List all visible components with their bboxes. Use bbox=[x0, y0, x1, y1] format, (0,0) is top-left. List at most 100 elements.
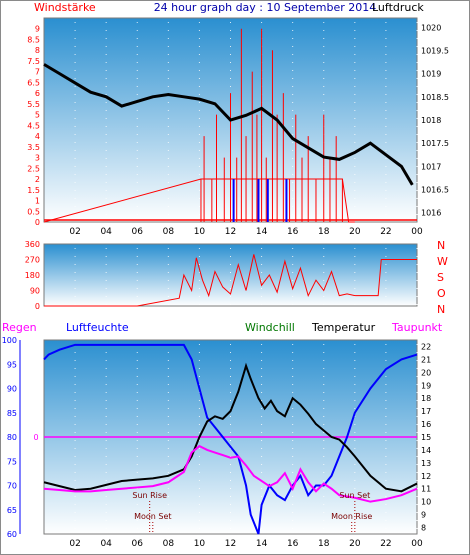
grid-dot bbox=[292, 166, 294, 167]
x-tick-label: 00 bbox=[411, 539, 423, 549]
grid-dot bbox=[416, 432, 418, 433]
grid-dot bbox=[354, 174, 356, 175]
x-tick-label: 06 bbox=[132, 227, 144, 237]
grid-dot bbox=[385, 94, 387, 95]
grid-dot bbox=[292, 360, 294, 361]
direction-letter: N bbox=[437, 303, 445, 316]
grid-dot bbox=[292, 384, 294, 385]
y-tick-wind: 0 bbox=[35, 218, 40, 227]
grid-dot bbox=[74, 22, 76, 23]
grid-dot bbox=[74, 528, 76, 529]
grid-dot bbox=[261, 248, 263, 249]
grid-dot bbox=[198, 142, 200, 143]
grid-dot bbox=[74, 424, 76, 425]
grid-dot bbox=[385, 110, 387, 111]
grid-dot bbox=[385, 198, 387, 199]
grid-dot bbox=[323, 22, 325, 23]
grid-dot bbox=[105, 118, 107, 119]
grid-dot bbox=[292, 206, 294, 207]
grid-dot bbox=[354, 344, 356, 345]
grid-dot bbox=[136, 408, 138, 409]
grid-dot bbox=[292, 214, 294, 215]
grid-dot bbox=[198, 480, 200, 481]
grid-dot bbox=[416, 448, 418, 449]
grid-dot bbox=[354, 280, 356, 281]
grid-dot bbox=[136, 134, 138, 135]
grid-dot bbox=[198, 62, 200, 63]
grid-dot bbox=[416, 496, 418, 497]
y-tick-pressure: 1018 bbox=[421, 116, 441, 125]
grid-dot bbox=[292, 190, 294, 191]
x-tick-label: 04 bbox=[100, 227, 112, 237]
grid-dot bbox=[354, 198, 356, 199]
grid-dot bbox=[198, 206, 200, 207]
grid-dot bbox=[416, 46, 418, 47]
grid-dot bbox=[74, 126, 76, 127]
grid-dot bbox=[323, 296, 325, 297]
grid-dot bbox=[105, 62, 107, 63]
grid-dot bbox=[385, 416, 387, 417]
header-center: 24 hour graph day : 10 September 2014 bbox=[154, 1, 377, 14]
grid-dot bbox=[74, 288, 76, 289]
x-tick-label: 02 bbox=[69, 539, 80, 549]
y-tick-temperature: 8 bbox=[421, 524, 426, 533]
grid-dot bbox=[198, 440, 200, 441]
grid-dot bbox=[136, 126, 138, 127]
grid-dot bbox=[167, 504, 169, 505]
x-tick-label: 18 bbox=[318, 539, 330, 549]
grid-dot bbox=[261, 456, 263, 457]
grid-dot bbox=[136, 288, 138, 289]
grid-dot bbox=[323, 368, 325, 369]
grid-dot bbox=[354, 78, 356, 79]
grid-dot bbox=[167, 190, 169, 191]
grid-dot bbox=[230, 384, 231, 385]
grid-dot bbox=[105, 150, 107, 151]
grid-dot bbox=[292, 86, 294, 87]
grid-dot bbox=[261, 296, 263, 297]
grid-dot bbox=[261, 288, 263, 289]
grid-dot bbox=[292, 54, 294, 55]
grid-dot bbox=[323, 440, 325, 441]
grid-dot bbox=[323, 102, 325, 103]
grid-dot bbox=[136, 38, 138, 39]
x-tick-label: 22 bbox=[380, 539, 391, 549]
grid-dot bbox=[292, 408, 294, 409]
grid-dot bbox=[230, 400, 231, 401]
grid-dot bbox=[230, 38, 231, 39]
grid-dot bbox=[385, 190, 387, 191]
header-left: Windstärke bbox=[34, 1, 96, 14]
grid-dot bbox=[385, 280, 387, 281]
grid-dot bbox=[74, 62, 76, 63]
grid-dot bbox=[385, 456, 387, 457]
grid-dot bbox=[167, 392, 169, 393]
y-tick-wind: 8.5 bbox=[27, 35, 40, 44]
grid-dot bbox=[292, 504, 294, 505]
grid-dot bbox=[74, 150, 76, 151]
grid-dot bbox=[105, 182, 107, 183]
grid-dot bbox=[230, 264, 231, 265]
grid-dot bbox=[292, 352, 294, 353]
grid-dot bbox=[292, 150, 294, 151]
grid-dot bbox=[136, 432, 138, 433]
grid-dot bbox=[167, 86, 169, 87]
grid-dot bbox=[323, 496, 325, 497]
grid-dot bbox=[323, 392, 325, 393]
grid-dot bbox=[198, 94, 200, 95]
grid-dot bbox=[136, 416, 138, 417]
grid-dot bbox=[105, 512, 107, 513]
grid-dot bbox=[292, 496, 294, 497]
y-tick-wind: 1.5 bbox=[27, 186, 40, 195]
grid-dot bbox=[105, 464, 107, 465]
y-tick-temperature: 21 bbox=[421, 355, 431, 364]
grid-dot bbox=[198, 182, 200, 183]
y-tick-humidity: 100 bbox=[2, 336, 17, 345]
grid-dot bbox=[167, 432, 169, 433]
grid-dot bbox=[198, 166, 200, 167]
y-tick-pressure: 1016 bbox=[421, 209, 441, 218]
header-right: Luftdruck bbox=[372, 1, 424, 14]
grid-dot bbox=[136, 256, 138, 257]
y-tick-temperature: 20 bbox=[421, 368, 431, 377]
grid-dot bbox=[323, 480, 325, 481]
grid-dot bbox=[354, 46, 356, 47]
